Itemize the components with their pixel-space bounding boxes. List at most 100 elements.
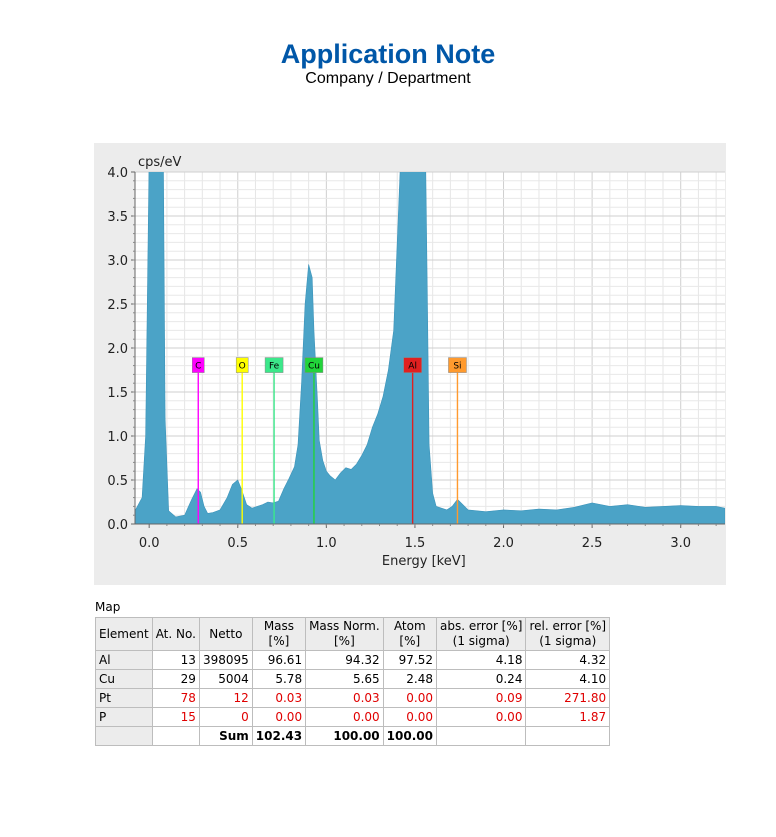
sum-label: Sum [198,726,253,746]
cell-netto: 5004 [198,669,253,689]
cell-at-no: 15 [151,707,200,727]
cell-abs-err: 0.09 [435,688,527,708]
sum-empty-cell [435,726,527,746]
spectrum-chart-panel: C O Fe Cu Al Si 0.0 0.5 1.0 1.5 2.0 2.5 3.0 3.5 4.0 0.0… [94,143,726,585]
cell-rel-err: 4.32 [525,650,611,670]
cell-mass-norm: 0.03 [305,688,384,708]
cell-atom: 97.52 [382,650,437,670]
sum-mass: 102.43 [251,726,307,746]
cell-abs-err: 0.24 [435,669,527,689]
marker-box-o [235,357,249,373]
marker-box-fe [264,357,284,373]
y-tick-label: 3.0 [107,254,128,269]
marker-label-si: Si [453,362,461,372]
table-row-pt: Pt 78 12 0.03 0.03 0.00 0.09 271.80 [95,688,611,708]
column-header: At. No. [151,617,200,651]
y-tick-label: 3.5 [107,210,128,225]
y-tick-label: 0.5 [107,474,128,489]
cell-atom: 0.00 [382,688,437,708]
cell-netto: 398095 [198,650,253,670]
cell-mass-norm: 94.32 [305,650,384,670]
element-cell: Cu [95,669,153,689]
sum-atom: 100.00 [382,726,437,746]
marker-box-cu [304,357,324,373]
column-header: rel. error [%] (1 sigma) [525,617,611,651]
column-header: Netto [198,617,253,651]
column-header-text: (1 sigma) [452,634,510,648]
column-header: Element [95,617,153,651]
cell-rel-err: 1.87 [525,707,611,727]
column-header: Atom [%] [382,617,437,651]
column-header-text: rel. error [%] [529,619,607,633]
cell-rel-err: 271.80 [525,688,611,708]
document-title: Application Note [280,39,496,69]
cell-mass: 0.00 [251,707,307,727]
column-header-text: [%] [399,634,421,648]
marker-box-al [403,357,422,373]
x-tick-label: 0.5 [227,536,248,551]
quantification-table: Element At. No. Netto Mass [%] Mass Norm. [%] A… [95,617,611,746]
cell-atom: 0.00 [382,707,437,727]
sum-empty-cell [525,726,611,746]
report-header: Application Note Company / Department [0,38,776,88]
x-tick-label: 2.5 [582,536,603,551]
cell-netto: 0 [198,707,253,727]
cell-at-no: 78 [151,688,200,708]
cell-atom: 2.48 [382,669,437,689]
marker-label-cu: Cu [308,362,320,372]
cell-at-no: 13 [151,650,200,670]
x-tick-label: 1.5 [405,536,426,551]
column-header-text: abs. error [%] [439,619,523,633]
column-header-text: Mass Norm. [309,619,380,633]
column-header-text: [%] [333,634,355,648]
y-tick-label: 2.5 [107,298,128,313]
spectrum-area [135,172,725,524]
column-header: Mass Norm. [%] [305,617,384,651]
column-header-text: (1 sigma) [539,634,597,648]
x-tick-label: 0.0 [139,536,160,551]
y-tick-label: 1.0 [107,430,128,445]
cell-rel-err: 4.10 [525,669,611,689]
marker-label-fe: Fe [269,362,280,372]
x-axis-title: Energy [keV] [382,554,466,569]
column-header: abs. error [%] (1 sigma) [435,617,527,651]
spectrum-chart: C O Fe Cu Al Si 0.0 0.5 1.0 1.5 2.0 2.5 3.0 3.5 4.0 0.0… [107,155,725,569]
cell-mass-norm: 5.65 [305,669,384,689]
y-tick-label: 2.0 [107,342,128,357]
element-cell: Al [95,650,153,670]
document-subtitle: Company / Department [305,70,471,87]
table-header-row: Element At. No. Netto Mass [%] Mass Norm. [%] A… [95,617,611,651]
cell-at-no: 29 [151,669,200,689]
y-tick-label: 0.0 [107,518,128,533]
y-axis-title: cps/eV [138,155,182,170]
cell-abs-err: 0.00 [435,707,527,727]
y-tick-label: 4.0 [107,166,128,181]
cell-mass: 5.78 [251,669,307,689]
marker-box-c [192,357,205,373]
sum-empty-cell [95,726,153,746]
table-sum-row: Sum 102.43 100.00 100.00 [95,726,611,746]
element-cell: Pt [95,688,153,708]
table-row-al: Al 13 398095 96.61 94.32 97.52 4.18 4.32 [95,650,611,670]
column-header: Mass [%] [251,617,307,651]
sum-empty-cell [151,726,200,746]
table-row-cu: Cu 29 5004 5.78 5.65 2.48 0.24 4.10 [95,669,611,689]
marker-box-si [448,357,467,373]
column-header-text: Atom [393,619,426,633]
column-header-text: Element [99,626,149,641]
table-row-p: P 15 0 0.00 0.00 0.00 0.00 1.87 [95,707,611,727]
cell-mass-norm: 0.00 [305,707,384,727]
x-tick-label: 1.0 [316,536,337,551]
cell-abs-err: 4.18 [435,650,527,670]
results-section: Map Element At. No. Netto Mass [%] Mass Norm.… [95,599,611,746]
cell-mass: 0.03 [251,688,307,708]
x-tick-label: 3.0 [670,536,691,551]
column-header-text: At. No. [155,626,196,641]
y-tick-label: 1.5 [107,386,128,401]
marker-label-c: C [195,362,201,372]
element-cell: P [95,707,153,727]
marker-label-o: O [239,362,246,372]
column-header-text: [%] [268,634,290,648]
table-body: Al 13 398095 96.61 94.32 97.52 4.18 4.32 Cu 29 500… [95,650,611,746]
map-label: Map [95,600,121,614]
